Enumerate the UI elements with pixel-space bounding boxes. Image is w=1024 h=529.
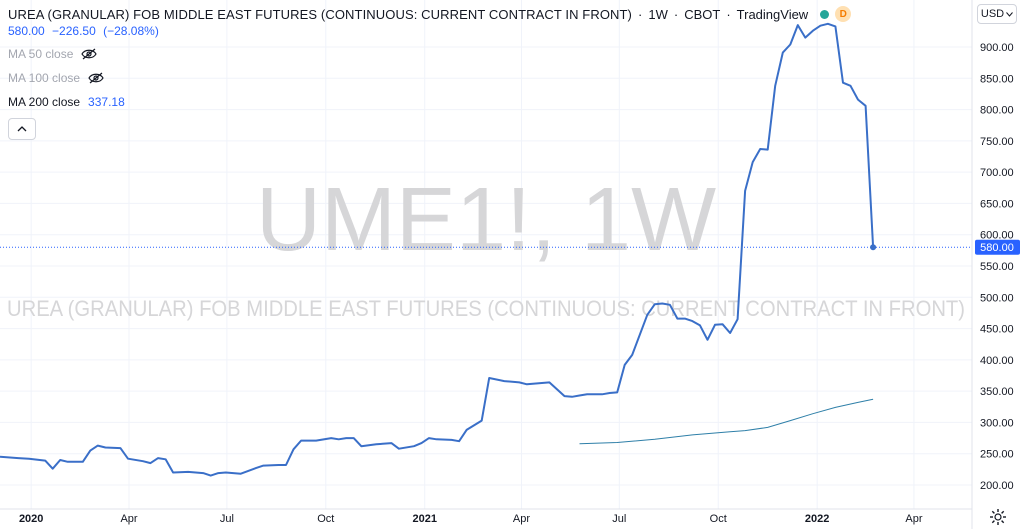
ma200-value: 337.18 bbox=[88, 95, 125, 109]
hidden-eye-icon[interactable] bbox=[88, 72, 104, 84]
y-tick-label: 200.00 bbox=[980, 480, 1014, 492]
y-tick-label: 250.00 bbox=[980, 449, 1014, 461]
y-tick-label: 300.00 bbox=[980, 417, 1014, 429]
ma50-label: MA 50 close bbox=[8, 47, 74, 61]
price-row: 580.00 −226.50 (−28.08%) bbox=[8, 24, 851, 42]
y-tick-label: 850.00 bbox=[980, 73, 1014, 85]
watermark-description: UREA (GRANULAR) FOB MIDDLE EAST FUTURES … bbox=[7, 296, 965, 321]
price-series-line bbox=[0, 22, 875, 477]
x-tick-label: Apr bbox=[120, 513, 137, 525]
x-tick-label: 2021 bbox=[412, 513, 436, 525]
price-change-percent: (−28.08%) bbox=[103, 24, 159, 38]
y-tick-label: 700.00 bbox=[980, 167, 1014, 179]
symbol-title: UREA (GRANULAR) FOB MIDDLE EAST FUTURES … bbox=[8, 6, 632, 22]
x-tick-label: Oct bbox=[710, 513, 727, 525]
svg-text:580.00: 580.00 bbox=[980, 242, 1014, 254]
ma100-label: MA 100 close bbox=[8, 71, 81, 85]
ma200-series-line bbox=[579, 398, 874, 445]
x-tick-label: Apr bbox=[513, 513, 530, 525]
y-axis-ticks: 200.00 250.00 300.00 350.00 400.00 450.00 500.… bbox=[980, 42, 1014, 492]
ma200-label: MA 200 close bbox=[8, 95, 81, 109]
ma100-legend[interactable]: MA 100 close bbox=[8, 66, 851, 90]
last-price-value: 580.00 bbox=[8, 24, 45, 38]
settings-gear-icon[interactable] bbox=[989, 508, 1007, 526]
y-tick-label: 400.00 bbox=[980, 355, 1014, 367]
price-change: −226.50 bbox=[52, 24, 96, 38]
x-tick-label: 2022 bbox=[805, 513, 829, 525]
y-tick-label: 500.00 bbox=[980, 292, 1014, 304]
x-axis-ticks: 2020 Apr Jul Oct 2021 Apr Jul Oct 2022 Apr bbox=[19, 513, 923, 525]
y-tick-label: 900.00 bbox=[980, 42, 1014, 54]
watermark-symbol: UME1!, 1W bbox=[256, 170, 716, 270]
currency-selector[interactable]: USD bbox=[977, 4, 1017, 24]
chevron-down-icon bbox=[1006, 11, 1013, 17]
exchange-label: CBOT bbox=[684, 6, 721, 22]
chart-legend: UREA (GRANULAR) FOB MIDDLE EAST FUTURES … bbox=[8, 4, 852, 140]
collapse-legend-button[interactable] bbox=[8, 118, 36, 140]
interval-label: 1W bbox=[648, 6, 668, 22]
ma200-legend[interactable]: MA 200 close 337.18 bbox=[8, 90, 851, 114]
separator: · bbox=[673, 6, 679, 22]
symbol-title-row[interactable]: UREA (GRANULAR) FOB MIDDLE EAST FUTURES … bbox=[8, 4, 852, 24]
y-tick-label: 750.00 bbox=[980, 136, 1014, 148]
separator: · bbox=[638, 6, 643, 22]
y-tick-label: 650.00 bbox=[980, 198, 1014, 210]
market-status-icon[interactable] bbox=[820, 9, 830, 19]
y-tick-label: 550.00 bbox=[980, 261, 1014, 273]
hidden-eye-icon[interactable] bbox=[81, 48, 98, 60]
grid-lines bbox=[0, 0, 972, 509]
last-price-point bbox=[870, 244, 877, 251]
currency-label: USD bbox=[980, 8, 1005, 20]
x-tick-label: 2020 bbox=[19, 513, 43, 525]
x-tick-label: Oct bbox=[317, 513, 334, 525]
y-tick-label: 600.00 bbox=[980, 230, 1014, 242]
y-tick-label: 350.00 bbox=[980, 386, 1014, 398]
data-badge[interactable]: D bbox=[835, 6, 852, 22]
x-tick-label: Apr bbox=[905, 513, 922, 525]
ma50-legend[interactable]: MA 50 close bbox=[8, 42, 851, 66]
platform-label: TradingView bbox=[736, 6, 809, 22]
x-tick-label: Jul bbox=[612, 513, 626, 525]
separator: · bbox=[726, 6, 731, 22]
y-tick-label: 450.00 bbox=[980, 324, 1014, 336]
chevron-up-icon bbox=[17, 126, 27, 132]
x-tick-label: Jul bbox=[220, 513, 234, 525]
last-price-label: 580.00 bbox=[975, 239, 1020, 255]
y-tick-label: 800.00 bbox=[980, 105, 1014, 117]
